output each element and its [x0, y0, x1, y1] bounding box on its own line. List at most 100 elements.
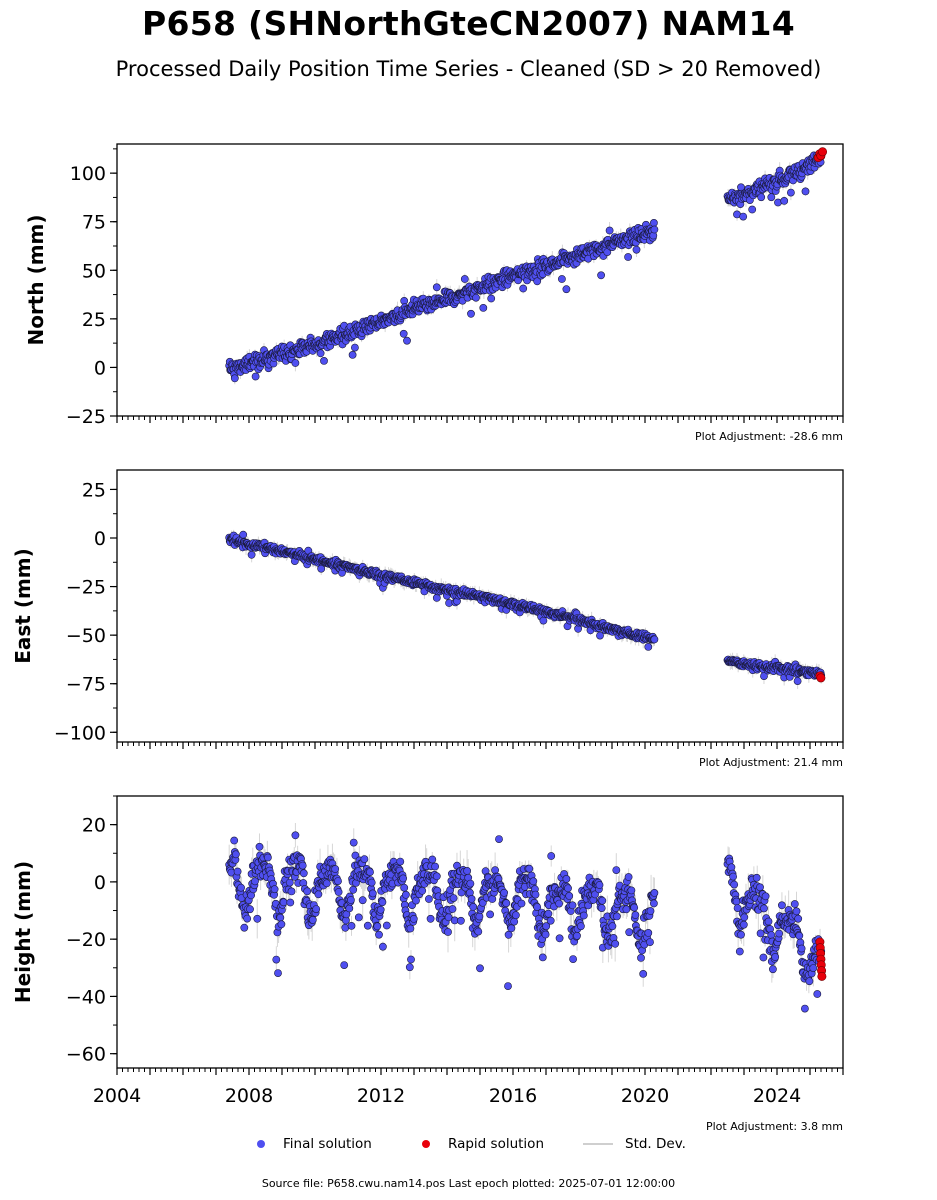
final-solution-point: [547, 852, 556, 860]
final-solution-point: [611, 939, 620, 948]
final-solution-point: [733, 904, 742, 912]
final-solution-point: [291, 359, 300, 367]
final-solution-point: [792, 907, 801, 916]
final-solution-point: [627, 886, 636, 895]
y-tick-label: −20: [66, 929, 106, 951]
final-solution-point: [778, 901, 786, 910]
final-solution-point: [486, 910, 494, 919]
final-solution-point: [769, 965, 777, 974]
y-tick-label: 25: [82, 309, 106, 331]
final-solution-point: [727, 863, 736, 872]
final-solution-point: [631, 911, 640, 919]
final-solution-point: [409, 915, 418, 923]
final-solution-point: [613, 912, 621, 921]
final-solution-point: [546, 916, 555, 925]
final-solution-point: [597, 904, 606, 912]
chart-subtitle: Processed Daily Position Time Series - C…: [115, 57, 822, 81]
y-tick-label: 25: [82, 479, 106, 501]
y-tick-label: −50: [66, 625, 106, 647]
final-solution-point: [407, 955, 415, 964]
final-solution-point: [253, 914, 262, 923]
final-solution-point: [531, 890, 540, 899]
final-solution-point: [469, 903, 478, 911]
y-tick-label: −100: [54, 722, 106, 744]
panel-2-data: [225, 529, 826, 689]
final-solution-point: [366, 868, 374, 876]
y-tick-label: 0: [94, 872, 106, 894]
final-solution-point: [539, 616, 548, 625]
final-solution-point: [378, 898, 387, 907]
source-note: Source file: P658.cwu.nam14.pos Last epo…: [261, 1177, 676, 1190]
final-solution-point: [597, 271, 605, 280]
final-solution-point: [376, 905, 385, 914]
y-tick-label: 50: [82, 260, 106, 282]
y-tick-label: 100: [70, 163, 106, 185]
final-solution-point: [474, 927, 483, 936]
final-solution-point: [263, 853, 272, 862]
final-solution-point: [780, 196, 789, 205]
final-solution-point: [432, 283, 441, 292]
final-solution-point: [350, 343, 359, 352]
legend-final: Final solution: [257, 1136, 372, 1152]
final-solution-point: [512, 911, 520, 920]
final-solution-point: [375, 930, 383, 939]
final-solution-point: [354, 913, 363, 922]
final-solution-point: [320, 356, 328, 365]
final-solution-point: [577, 922, 585, 931]
final-solution-point: [771, 953, 780, 961]
final-solution-point: [291, 831, 300, 840]
final-solution-point: [345, 904, 354, 913]
final-solution-point: [646, 907, 655, 915]
final-solution-point: [759, 953, 768, 962]
legend-final-marker: [257, 1140, 265, 1148]
final-solution-point: [793, 677, 802, 685]
final-solution-point: [251, 877, 259, 886]
final-solution-point: [467, 895, 476, 903]
legend-std-line: [583, 1143, 613, 1145]
final-solution-point: [529, 877, 538, 886]
final-solution-point: [650, 889, 659, 897]
y-axis-label: North (mm): [24, 214, 48, 345]
final-solution-point: [564, 884, 572, 893]
final-solution-point: [466, 879, 475, 888]
final-solution-point: [756, 929, 765, 938]
final-solution-point: [748, 205, 757, 214]
x-tick-label: 2020: [621, 1085, 669, 1107]
final-solution-point: [562, 875, 571, 883]
final-solution-point: [230, 374, 239, 383]
final-solution-point: [285, 878, 294, 887]
final-solution-point: [730, 880, 739, 889]
final-solution-point: [729, 872, 737, 881]
y-tick-label: −75: [66, 674, 106, 696]
final-solution-point: [406, 924, 415, 933]
y-tick-label: −25: [66, 577, 106, 599]
final-solution-point: [801, 187, 810, 196]
final-solution-point: [787, 188, 795, 197]
final-solution-point: [287, 887, 296, 896]
final-solution-point: [247, 550, 256, 559]
legend-final-label: Final solution: [283, 1136, 372, 1152]
plot-adjustment-note: Plot Adjustment: 3.8 mm: [706, 1120, 843, 1133]
final-solution-point: [270, 885, 279, 894]
final-solution-point: [732, 897, 741, 906]
y-tick-label: −60: [66, 1044, 106, 1066]
final-solution-point: [740, 913, 749, 922]
final-solution-point: [624, 873, 633, 881]
final-solution-point: [605, 226, 614, 235]
final-solution-point: [562, 285, 571, 294]
final-solution-point: [500, 888, 508, 897]
final-solution-point: [334, 888, 343, 896]
final-solution-point: [246, 905, 254, 914]
final-solution-point: [314, 890, 323, 899]
final-solution-point: [396, 857, 405, 866]
final-solution-point: [405, 963, 414, 972]
final-solution-point: [767, 193, 776, 202]
final-solution-point: [400, 883, 409, 892]
plot-frame: [116, 143, 844, 417]
final-solution-point: [650, 218, 658, 227]
final-solution-point: [801, 1004, 809, 1013]
rapid-solution-point: [816, 673, 826, 683]
final-solution-point: [813, 990, 822, 998]
final-solution-point: [475, 912, 484, 921]
final-solution-point: [795, 931, 804, 940]
